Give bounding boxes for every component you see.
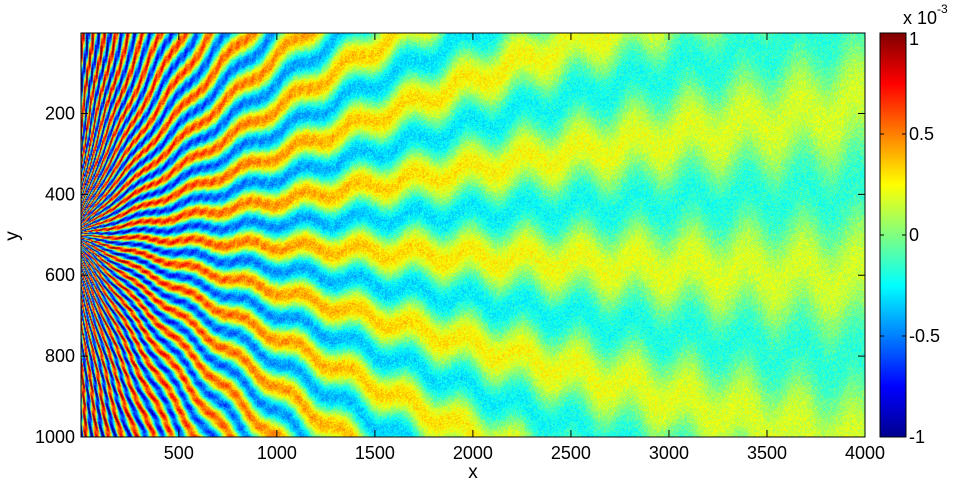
colorbar-exponent-base: x 10 — [903, 8, 937, 28]
colorbar-ticks: -1 -0.5 0 0.5 1 — [880, 29, 940, 447]
colorbar-tick-label: 0 — [909, 225, 919, 245]
y-tick-label: 1000 — [35, 427, 75, 447]
colorbar: -1 -0.5 0 0.5 1 x 10 -3 — [879, 2, 948, 447]
x-tick-label: 1000 — [257, 443, 297, 463]
x-tick-label: 500 — [164, 443, 194, 463]
heatmap-plot-area — [80, 32, 866, 438]
x-tick-label: 3500 — [747, 443, 787, 463]
y-tick-label: 600 — [45, 265, 75, 285]
y-tick-label: 800 — [45, 346, 75, 366]
y-tick-label: 400 — [45, 184, 75, 204]
x-tick-label: 4000 — [845, 443, 885, 463]
colorbar-tick-label: -0.5 — [909, 326, 940, 346]
x-tick-label: 2500 — [551, 443, 591, 463]
y-axis-title: y — [2, 231, 23, 241]
heatmap-image — [81, 33, 865, 437]
y-axis-ticks: 200 400 600 800 1000 — [35, 103, 865, 447]
colorbar-tick-label: 1 — [909, 29, 919, 49]
y-tick-label: 200 — [45, 103, 75, 123]
x-tick-label: 1500 — [355, 443, 395, 463]
x-axis-ticks: 500 1000 1500 2000 2500 3000 3500 4000 — [164, 33, 885, 463]
colorbar-tick-label: 0.5 — [909, 124, 934, 144]
colorbar-exponent-power: -3 — [937, 2, 948, 16]
colorbar-tick-label: -1 — [909, 427, 925, 447]
x-tick-label: 2000 — [453, 443, 493, 463]
x-tick-label: 3000 — [649, 443, 689, 463]
x-axis-title: x — [468, 462, 478, 483]
